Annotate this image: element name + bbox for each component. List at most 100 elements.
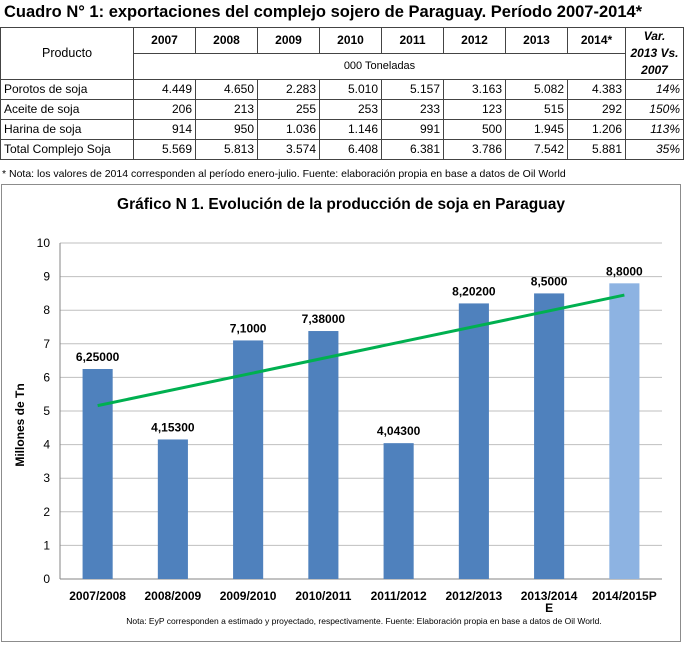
x-tick-label: 2013/2014 — [521, 589, 578, 603]
y-tick-label: 6 — [43, 370, 50, 384]
row-label: Porotos de soja — [0, 79, 134, 100]
table-row: Porotos de soja 4.449 4.650 2.283 5.010 5.157… — [0, 79, 684, 100]
y-tick-label: 9 — [43, 270, 50, 284]
bar — [157, 439, 188, 579]
var-header: Var. 2013 Vs. 2007 — [625, 27, 684, 80]
y-tick-label: 4 — [43, 438, 50, 452]
table-cell: 950 — [195, 119, 258, 140]
y-tick-label: 8 — [43, 303, 50, 317]
table-footnote: * Nota: los valores de 2014 corresponden… — [2, 168, 566, 180]
table-header-row: Producto 2007 2008 2009 2010 2011 2012 2… — [0, 27, 684, 80]
table-cell: 1.945 — [505, 119, 568, 140]
x-tick-label: 2012/2013 — [446, 589, 503, 603]
var-header-line: 2013 Vs. — [630, 46, 679, 60]
units-row: 000 Toneladas — [1, 53, 684, 80]
table-cell: 5.569 — [133, 139, 196, 160]
table-cell: 5.881 — [567, 139, 626, 160]
bar — [609, 283, 640, 579]
data-label: 7,38000 — [302, 312, 346, 326]
bar — [458, 303, 489, 579]
var-cell: 113% — [625, 119, 684, 140]
table-cell: 206 — [133, 99, 196, 120]
y-axis-label: Millones de Tn — [13, 383, 27, 466]
year-header: 2007 — [133, 27, 196, 54]
table-cell: 5.813 — [195, 139, 258, 160]
x-tick-label: 2014/2015P — [592, 589, 657, 603]
data-label: 6,25000 — [76, 350, 120, 364]
table-cell: 991 — [381, 119, 444, 140]
table-cell: 6.408 — [319, 139, 382, 160]
x-tick-label: 2011/2012 — [371, 589, 427, 603]
production-chart: Gráfico N 1. Evolución de la producción … — [13, 196, 662, 626]
table-cell: 4.650 — [195, 79, 258, 100]
bar — [383, 443, 414, 579]
table-cell: 253 — [319, 99, 382, 120]
table-cell: 3.574 — [257, 139, 320, 160]
table-cell: 5.157 — [381, 79, 444, 100]
y-tick-label: 0 — [43, 572, 50, 586]
var-cell: 150% — [625, 99, 684, 120]
var-cell: 14% — [625, 79, 684, 100]
data-label: 8,8000 — [606, 264, 643, 278]
table-cell: 233 — [381, 99, 444, 120]
table-cell: 1.036 — [257, 119, 320, 140]
table-cell: 5.010 — [319, 79, 382, 100]
table-cell: 500 — [443, 119, 506, 140]
trendline — [97, 293, 625, 408]
data-label: 4,04300 — [377, 424, 421, 438]
year-header: 2008 — [195, 27, 258, 54]
x-tick-label: 2009/2010 — [220, 589, 277, 603]
x-tick-label: 2008/2009 — [145, 589, 202, 603]
table-cell: 5.082 — [505, 79, 568, 100]
table-cell: 1.206 — [567, 119, 626, 140]
table-cell: 123 — [443, 99, 506, 120]
data-label: 7,1000 — [230, 321, 267, 335]
year-header: 2010 — [319, 27, 382, 54]
y-tick-label: 10 — [37, 236, 51, 250]
product-header: Producto — [0, 27, 134, 80]
table-row: Harina de soja 914 950 1.036 1.146 991 500 1.94… — [0, 119, 684, 140]
table-cell: 3.786 — [443, 139, 506, 160]
y-tick-label: 3 — [43, 471, 50, 485]
table-row: Total Complejo Soja 5.569 5.813 3.574 6.408 6… — [0, 139, 684, 160]
chart-area: Gráfico N 1. Evolución de la producción … — [1, 184, 681, 642]
var-cell: 35% — [625, 139, 684, 160]
year-header: 2012 — [443, 27, 506, 54]
gridlines — [59, 242, 662, 580]
table-cell: 7.542 — [505, 139, 568, 160]
chart-title: Gráfico N 1. Evolución de la producción … — [117, 196, 565, 213]
row-label: Total Complejo Soja — [0, 139, 134, 160]
year-header: 2013 — [505, 27, 568, 54]
x-axis-ticks: 2007/2008 2008/2009 2009/2010 2010/2011 2011… — [69, 589, 656, 615]
data-labels: 6,25000 4,15300 7,1000 7,38000 4,04300 8,2020… — [76, 264, 643, 438]
table-row: Aceite de soja 206 213 255 253 233 123 515 292 15… — [0, 99, 684, 120]
table-cell: 1.146 — [319, 119, 382, 140]
table-cell: 6.381 — [381, 139, 444, 160]
table-title: Cuadro N° 1: exportaciones del complejo … — [4, 3, 643, 21]
x-tick-suffix: E — [545, 601, 553, 615]
table-cell: 292 — [567, 99, 626, 120]
table-cell: 213 — [195, 99, 258, 120]
var-header-line: Var. — [643, 29, 666, 43]
table-cell: 515 — [505, 99, 568, 120]
x-tick-label: 2010/2011 — [295, 589, 351, 603]
table-cell: 255 — [257, 99, 320, 120]
x-tick-label: 2007/2008 — [69, 589, 126, 603]
y-tick-label: 2 — [43, 505, 50, 519]
units-label: 000 Toneladas — [133, 53, 626, 80]
table-cell: 4.449 — [133, 79, 196, 100]
table-cell: 2.283 — [257, 79, 320, 100]
y-tick-label: 5 — [43, 404, 50, 418]
table-cell: 4.383 — [567, 79, 626, 100]
bar — [82, 369, 113, 579]
y-tick-label: 7 — [43, 337, 50, 351]
row-label: Harina de soja — [0, 119, 134, 140]
row-label: Aceite de soja — [0, 99, 134, 120]
y-axis-ticks: 0 1 2 3 4 5 6 7 8 9 10 — [37, 236, 51, 586]
exports-table: Producto 2007 2008 2009 2010 2011 2012 2… — [0, 27, 684, 160]
bar — [233, 340, 264, 579]
data-label: 4,15300 — [151, 420, 195, 434]
trend-line — [97, 293, 625, 408]
bars — [82, 283, 640, 579]
var-header-line: 2007 — [641, 63, 668, 77]
